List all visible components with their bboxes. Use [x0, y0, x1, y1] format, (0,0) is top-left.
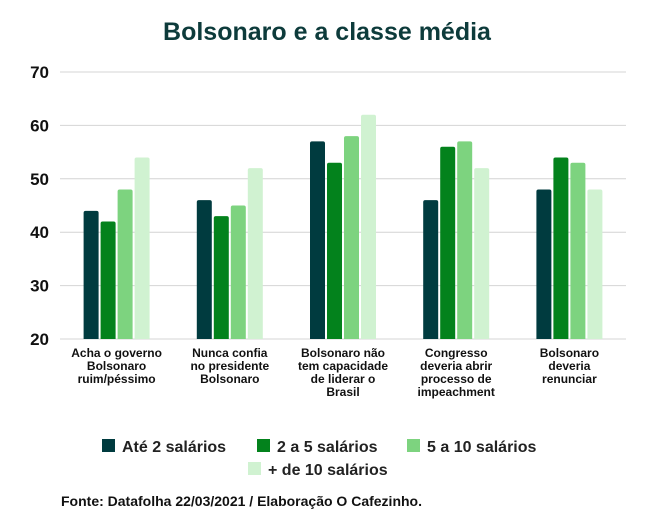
- x-axis-labels: Acha o governoBolsonaroruim/péssimoNunca…: [71, 346, 599, 399]
- bar: [474, 168, 490, 339]
- chart-title: Bolsonaro e a classe média: [163, 18, 492, 46]
- y-axis-ticks: 20 30 40 50 60 70: [30, 63, 49, 349]
- x-tick-label: Acha o governo: [71, 346, 162, 360]
- x-tick-label: renunciar: [542, 372, 597, 386]
- bar: [553, 157, 569, 339]
- legend-label: + de 10 salários: [268, 462, 388, 479]
- bar: [536, 189, 552, 339]
- legend-swatch: [257, 439, 270, 452]
- x-tick-label: Nunca confia: [192, 346, 268, 360]
- source-note: Fonte: Datafolha 22/03/2021 / Elaboração…: [61, 493, 422, 509]
- legend: Até 2 salários 2 a 5 salários 5 a 10 salár…: [102, 439, 537, 479]
- legend-label: 5 a 10 salários: [427, 439, 537, 456]
- y-tick-label: 60: [30, 116, 49, 135]
- y-tick-label: 70: [30, 63, 49, 82]
- bars: [83, 114, 603, 339]
- gridlines: [60, 71, 626, 340]
- bar: [230, 205, 246, 339]
- bar: [327, 162, 342, 339]
- bar: [344, 136, 359, 339]
- legend-label: Até 2 salários: [122, 439, 226, 456]
- x-tick-label: deveria abrir: [420, 359, 492, 373]
- x-tick-label: Bolsonaro: [200, 372, 259, 386]
- bar: [423, 200, 439, 339]
- x-tick-label: Bolsonaro não: [301, 346, 385, 360]
- bar: [361, 114, 376, 339]
- bar: [247, 168, 263, 339]
- x-tick-label: Bolsonaro: [540, 346, 599, 360]
- y-tick-label: 30: [30, 277, 49, 296]
- x-tick-label: Bolsonaro: [87, 359, 146, 373]
- x-tick-label: Congresso: [425, 346, 488, 360]
- x-tick-label: processo de: [421, 372, 492, 386]
- x-tick-label: ruim/péssimo: [78, 372, 156, 386]
- legend-label: 2 a 5 salários: [277, 439, 378, 456]
- x-tick-label: deveria: [548, 359, 590, 373]
- y-tick-label: 20: [30, 330, 49, 349]
- bar: [100, 221, 116, 339]
- bar: [213, 216, 229, 339]
- bar: [570, 162, 586, 339]
- bar: [83, 210, 99, 339]
- bar: [196, 200, 212, 339]
- legend-swatch: [407, 439, 420, 452]
- legend-swatch: [102, 439, 115, 452]
- x-tick-label: de liderar o: [311, 372, 376, 386]
- bar: [457, 141, 473, 339]
- y-tick-label: 50: [30, 170, 49, 189]
- bar: [587, 189, 603, 339]
- x-tick-label: no presidente: [190, 359, 269, 373]
- x-tick-label: Brasil: [326, 385, 359, 399]
- bar: [117, 189, 133, 339]
- y-tick-label: 40: [30, 223, 49, 242]
- x-tick-label: impeachment: [418, 385, 495, 399]
- x-tick-label: tem capacidade: [298, 359, 388, 373]
- legend-swatch: [248, 462, 261, 475]
- bar: [310, 141, 325, 339]
- bar: [440, 146, 456, 339]
- bar: [134, 157, 150, 339]
